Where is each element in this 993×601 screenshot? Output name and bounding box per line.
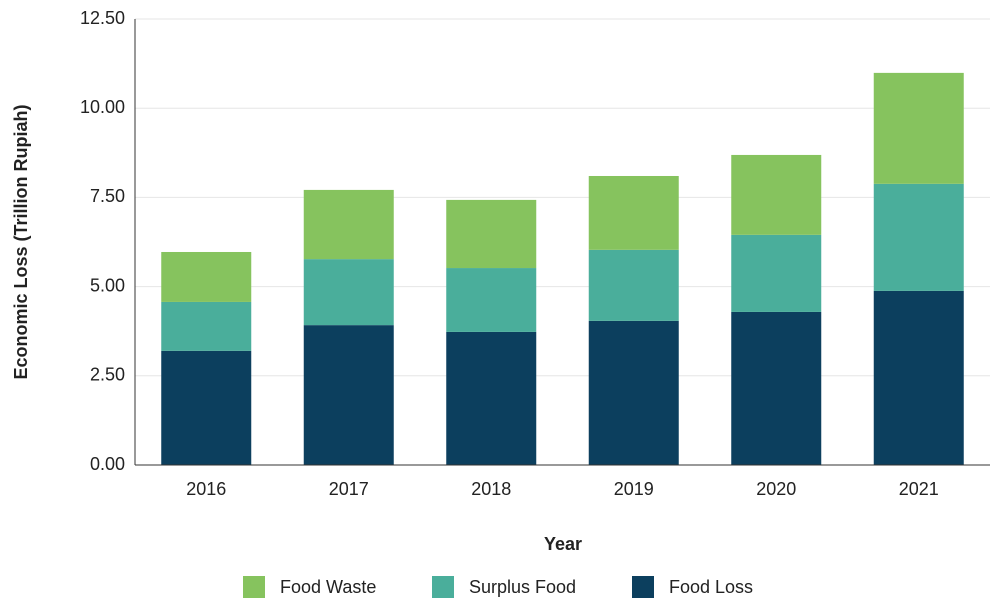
x-tick-label: 2017	[329, 479, 369, 499]
bar-segment	[873, 290, 964, 465]
y-tick-label: 0.00	[90, 454, 125, 474]
y-tick-label: 12.50	[80, 8, 125, 28]
bar-segment	[873, 72, 964, 184]
x-tick-label: 2018	[471, 479, 511, 499]
x-axis-title: Year	[544, 534, 582, 554]
y-tick-label: 7.50	[90, 186, 125, 206]
bar-segment	[731, 154, 822, 235]
bar-segment	[731, 311, 822, 465]
x-tick-label: 2021	[899, 479, 939, 499]
bar-segment	[303, 259, 394, 326]
bar-segment	[588, 320, 679, 465]
bar-segment	[161, 251, 252, 302]
bar-segment	[873, 183, 964, 291]
bar-segment	[731, 234, 822, 312]
bar-segment	[588, 175, 679, 250]
bar-segment	[446, 199, 537, 269]
x-tick-label: 2019	[614, 479, 654, 499]
legend-label: Surplus Food	[469, 577, 576, 597]
bar-segment	[446, 268, 537, 332]
y-tick-label: 10.00	[80, 97, 125, 117]
legend-label: Food Loss	[669, 577, 753, 597]
bar-segment	[161, 350, 252, 465]
bar-segment	[303, 189, 394, 260]
bar-segment	[161, 301, 252, 351]
x-tick-label: 2016	[186, 479, 226, 499]
bar-segment	[303, 325, 394, 465]
legend-label: Food Waste	[280, 577, 376, 597]
y-axis-title: Economic Loss (Trillion Rupiah)	[11, 104, 31, 379]
legend-swatch	[432, 576, 454, 598]
bar-segment	[588, 249, 679, 321]
y-tick-label: 2.50	[90, 365, 125, 385]
legend-swatch	[632, 576, 654, 598]
bar-segment	[446, 331, 537, 465]
x-tick-label: 2020	[756, 479, 796, 499]
y-tick-label: 5.00	[90, 275, 125, 295]
legend-swatch	[243, 576, 265, 598]
